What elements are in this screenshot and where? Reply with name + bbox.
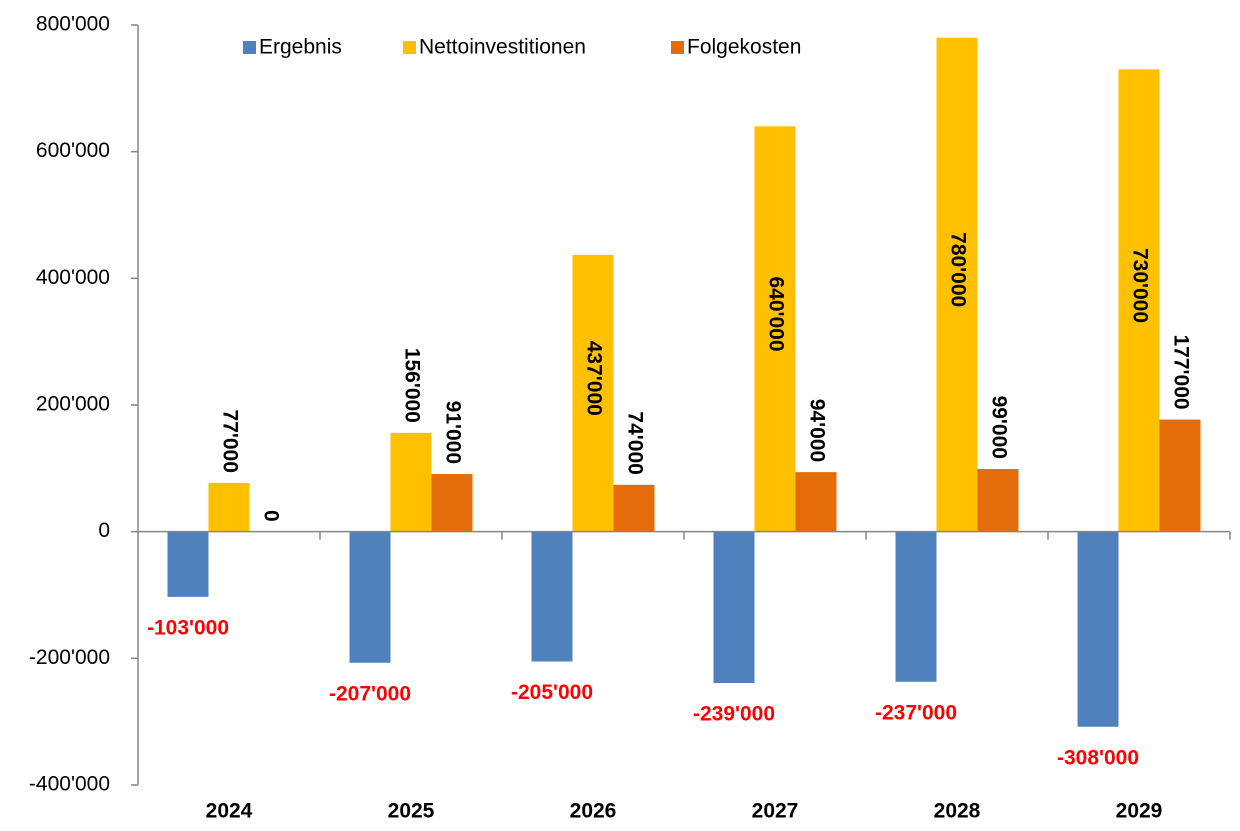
bar [713,531,755,684]
x-tick-label: 2025 [388,800,435,823]
bar [1118,69,1160,532]
data-label: -237'000 [875,701,957,724]
legend-label: Nettoinvestitionen [419,36,586,59]
legend-label: Ergebnis [259,36,342,59]
y-tick-label: -400'000 [29,773,110,796]
data-label: 99'000 [987,396,1010,459]
x-tick-label: 2029 [1116,800,1163,823]
legend-label: Folgekosten [687,36,801,59]
bar [167,531,209,597]
y-tick-label: 800'000 [36,13,110,36]
y-tick-label: 200'000 [36,393,110,416]
y-tick-label: 0 [98,519,110,542]
bar [613,484,655,532]
data-label: 730'000 [1128,248,1151,323]
legend-swatch [403,41,416,54]
legend-swatch [243,41,256,54]
data-label: 0 [259,510,282,522]
bar [977,468,1019,532]
data-label: 437'000 [582,341,605,416]
bar [390,432,432,532]
bar [531,531,573,662]
bar [1077,531,1119,727]
data-label: 780'000 [946,232,969,307]
data-label: 77'000 [218,410,241,473]
data-label: 91'000 [441,401,464,464]
bar [795,472,837,532]
bar [572,254,614,532]
data-label: -207'000 [329,682,411,705]
data-label: 74'000 [623,411,646,474]
bar [895,531,937,682]
x-tick-label: 2024 [206,800,253,823]
bar [754,126,796,532]
legend-swatch [671,41,684,54]
data-label: -308'000 [1057,746,1139,769]
data-label: -103'000 [147,616,229,639]
x-tick-label: 2027 [752,800,799,823]
bar [208,482,250,532]
data-label: -239'000 [693,703,775,726]
data-label: -205'000 [511,681,593,704]
data-label: 94'000 [805,399,828,462]
y-tick-label: 600'000 [36,139,110,162]
y-tick-label: -200'000 [29,646,110,669]
bar [431,474,473,532]
data-label: 640'000 [764,276,787,351]
y-tick-label: 400'000 [36,266,110,289]
x-tick-label: 2026 [570,800,617,823]
data-label: 177'000 [1169,334,1192,409]
x-tick-label: 2028 [934,800,981,823]
bar [936,37,978,532]
bar [349,531,391,663]
data-label: 156'000 [400,348,423,423]
bar [1159,419,1201,532]
